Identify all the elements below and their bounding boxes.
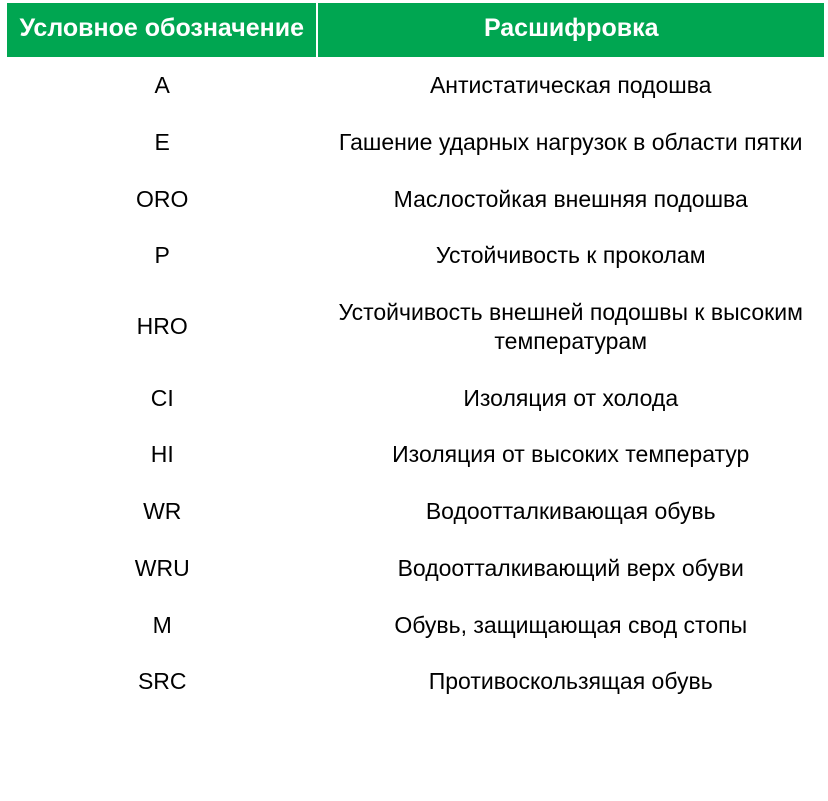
cell-code: M [7,597,317,654]
table-row: P Устойчивость к проколам [7,227,824,284]
cell-code: P [7,227,317,284]
table-header: Условное обозначение Расшифровка [7,3,824,57]
table-row: A Антистатическая подошва [7,57,824,114]
cell-desc: Изоляция от высоких температур [317,426,824,483]
table-row: HI Изоляция от высоких температур [7,426,824,483]
cell-code: CI [7,370,317,427]
cell-desc: Устойчивость внешней подошвы к высоким т… [317,284,824,370]
table-row: M Обувь, защищающая свод стопы [7,597,824,654]
header-code: Условное обозначение [7,3,317,57]
table-row: ORO Маслостойкая внешняя подошва [7,171,824,228]
table-row: WRU Водоотталкивающий верх обуви [7,540,824,597]
cell-desc: Антистатическая подошва [317,57,824,114]
cell-code: E [7,114,317,171]
table-row: E Гашение ударных нагрузок в области пят… [7,114,824,171]
table-row: WR Водоотталкивающая обувь [7,483,824,540]
table-row: SRC Противоскользящая обувь [7,653,824,710]
cell-desc: Водоотталкивающий верх обуви [317,540,824,597]
cell-desc: Маслостойкая внешняя подошва [317,171,824,228]
cell-code: SRC [7,653,317,710]
cell-desc: Изоляция от холода [317,370,824,427]
table-body: A Антистатическая подошва E Гашение удар… [7,57,824,710]
cell-desc: Противоскользящая обувь [317,653,824,710]
header-desc: Расшифровка [317,3,824,57]
cell-code: WRU [7,540,317,597]
cell-code: HRO [7,284,317,370]
cell-code: A [7,57,317,114]
cell-code: ORO [7,171,317,228]
cell-code: WR [7,483,317,540]
cell-desc: Водоотталкивающая обувь [317,483,824,540]
cell-desc: Гашение ударных нагрузок в области пятки [317,114,824,171]
symbols-table: Условное обозначение Расшифровка A Антис… [7,3,824,710]
table-row: CI Изоляция от холода [7,370,824,427]
cell-desc: Устойчивость к проколам [317,227,824,284]
cell-code: HI [7,426,317,483]
cell-desc: Обувь, защищающая свод стопы [317,597,824,654]
table-row: HRO Устойчивость внешней подошвы к высок… [7,284,824,370]
